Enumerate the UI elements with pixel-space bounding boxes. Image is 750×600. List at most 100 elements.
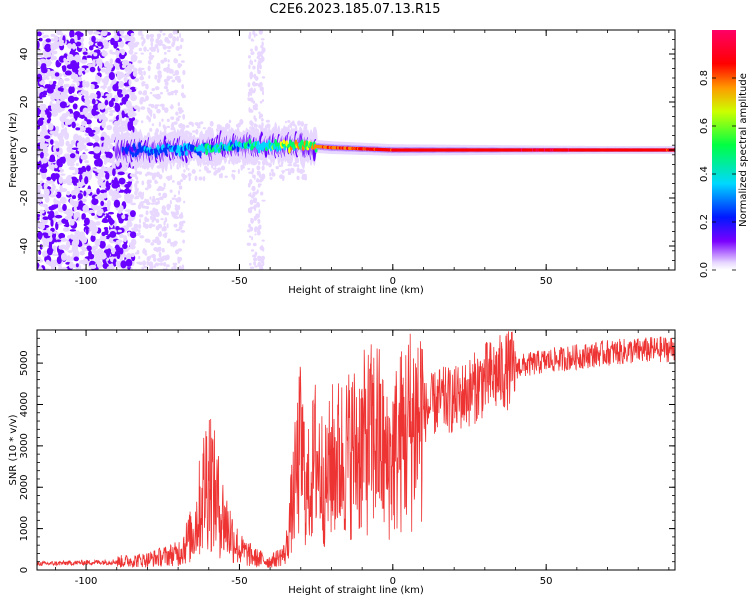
spectrogram-cell: [257, 183, 261, 188]
spectrogram-cell: [164, 36, 169, 43]
spectrogram-cell: [53, 103, 61, 110]
spectrogram-cell: [154, 152, 158, 158]
spectrogram-cell: [165, 212, 169, 216]
spectrogram-cell: [119, 30, 125, 35]
spectrogram-cell: [55, 214, 63, 219]
spectrogram-cell: [66, 53, 74, 62]
spectrogram-cell: [152, 94, 156, 97]
spectrogram-cell: [131, 96, 137, 101]
spectrogram-cell: [129, 210, 136, 218]
spectrogram-cell: [174, 243, 177, 247]
spectrogram-cell: [176, 163, 179, 170]
spectrogram-cell: [169, 189, 173, 193]
spectrogram-cell: [138, 224, 142, 229]
spectrogram-cell: [192, 157, 196, 162]
spectrogram-cell: [261, 165, 265, 171]
spectrogram-cell: [139, 96, 145, 102]
spectrogram-cell: [37, 31, 42, 37]
spectrogram-cell: [50, 163, 55, 172]
spectrogram-cell: [191, 169, 196, 174]
spectrogram-cell: [249, 179, 253, 185]
spectrogram-cell: [108, 113, 113, 116]
spectrogram-cell: [155, 218, 160, 224]
spectrogram-cell: [254, 265, 258, 268]
spectrogram-cell: [134, 171, 140, 175]
spectrogram-cell: [188, 176, 191, 182]
spectrogram-cell: [43, 183, 48, 190]
spectrogram-cell: [117, 248, 122, 255]
spectrogram-cell: [50, 71, 55, 80]
spectrogram-cell: [179, 221, 183, 227]
spectrogram-cell: [142, 92, 147, 96]
spectrogram-cell: [139, 235, 145, 239]
spectrogram-y-tick-label: -20: [19, 190, 30, 206]
spectrogram-cell: [138, 171, 143, 175]
spectrogram-cell: [134, 241, 137, 244]
spectrogram-cell: [90, 204, 98, 210]
spectrogram-cell: [248, 138, 252, 145]
spectrogram-cell: [53, 91, 61, 100]
spectrogram-cell: [248, 194, 252, 197]
spectrogram-cell: [216, 129, 219, 133]
spectrogram-cell: [101, 50, 108, 57]
spectrogram-cell: [157, 74, 160, 78]
spectrogram-cell: [78, 231, 86, 239]
spectrogram-cell: [52, 245, 57, 251]
spectrogram-cell: [90, 81, 98, 85]
spectrogram-cell: [140, 120, 144, 124]
spectrogram-cell: [106, 124, 113, 131]
spectrogram-cell: [164, 81, 169, 86]
spectrogram-cell: [258, 114, 261, 120]
spectrogram-cell: [61, 113, 69, 119]
spectrogram-cell: [57, 87, 64, 92]
snr-y-tick-label: 4000: [19, 392, 30, 417]
spectrogram-cell: [84, 69, 90, 73]
spectrogram-cell: [150, 112, 153, 118]
spectrogram-cell: [169, 200, 172, 205]
spectrogram-cell: [161, 118, 164, 122]
spectrogram-cell: [174, 266, 177, 270]
spectrogram-cell: [158, 39, 163, 45]
spectrogram-cell: [163, 85, 169, 90]
spectrogram-cell: [155, 211, 160, 218]
spectrogram-cell: [42, 35, 47, 39]
spectrogram-cell: [247, 82, 251, 88]
spectrogram-cell: [84, 176, 89, 185]
spectrogram-cell: [170, 104, 174, 110]
spectrogram-cell: [260, 245, 264, 251]
spectrogram-cell: [167, 59, 170, 63]
spectrogram-cell: [138, 70, 143, 75]
spectrogram-cell: [43, 250, 48, 257]
spectrogram-cell: [43, 53, 49, 59]
spectrogram-cell: [95, 58, 103, 67]
spectrogram-cell: [62, 203, 67, 212]
spectrogram-cell: [157, 246, 162, 252]
spectrogram-cell: [149, 37, 154, 43]
spectrogram-x-tick-label: 50: [540, 276, 553, 287]
spectrogram-cell: [296, 164, 300, 168]
spectrogram-cell: [52, 185, 57, 189]
spectrogram-cell: [180, 60, 185, 63]
spectrogram-cell: [44, 135, 51, 140]
spectrogram-cell: [88, 250, 92, 258]
snr-y-tick-label: 1000: [19, 516, 30, 541]
spectrogram-cell: [170, 243, 173, 247]
spectrogram-cell: [37, 184, 43, 190]
spectrogram-cell: [100, 85, 108, 89]
spectrogram-cell: [38, 267, 43, 270]
spectrogram-cell: [114, 193, 122, 199]
spectrogram-cell: [79, 144, 87, 150]
spectrogram-cell: [80, 89, 87, 95]
spectrogram-cell: [131, 227, 136, 231]
spectrogram-cell: [133, 223, 139, 229]
spectrogram-cell: [182, 113, 186, 120]
spectrogram-cell: [89, 66, 96, 73]
spectrogram-cell: [144, 223, 149, 229]
spectrogram-cell: [151, 216, 157, 221]
spectrogram-cell: [228, 159, 231, 165]
spectrogram-cell: [122, 126, 127, 132]
spectrogram-cell: [254, 45, 258, 52]
spectrogram-cell: [157, 36, 161, 39]
spectrogram-cell: [50, 33, 56, 38]
